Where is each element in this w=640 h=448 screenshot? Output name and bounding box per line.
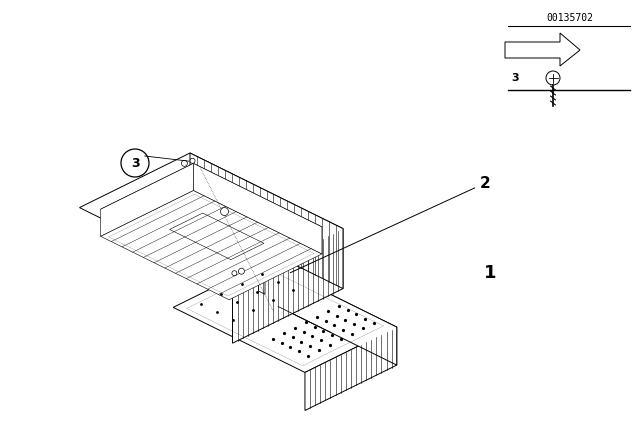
- Polygon shape: [173, 262, 397, 372]
- Text: 00135702: 00135702: [547, 13, 593, 23]
- Polygon shape: [259, 264, 265, 294]
- Circle shape: [239, 268, 244, 274]
- Polygon shape: [265, 262, 397, 365]
- Circle shape: [546, 71, 560, 85]
- Polygon shape: [190, 153, 343, 289]
- Polygon shape: [79, 153, 343, 283]
- Text: 2: 2: [291, 176, 491, 273]
- Text: 3: 3: [131, 156, 140, 169]
- Polygon shape: [100, 164, 322, 273]
- Circle shape: [190, 158, 195, 164]
- Polygon shape: [100, 164, 193, 236]
- Text: 3: 3: [511, 73, 519, 83]
- Polygon shape: [246, 257, 257, 271]
- Polygon shape: [232, 228, 343, 343]
- Circle shape: [221, 207, 228, 215]
- Polygon shape: [100, 190, 322, 300]
- Polygon shape: [305, 327, 397, 410]
- Text: 1: 1: [484, 264, 496, 282]
- Polygon shape: [193, 164, 322, 254]
- Circle shape: [232, 271, 237, 276]
- Circle shape: [181, 160, 188, 166]
- Polygon shape: [505, 33, 580, 66]
